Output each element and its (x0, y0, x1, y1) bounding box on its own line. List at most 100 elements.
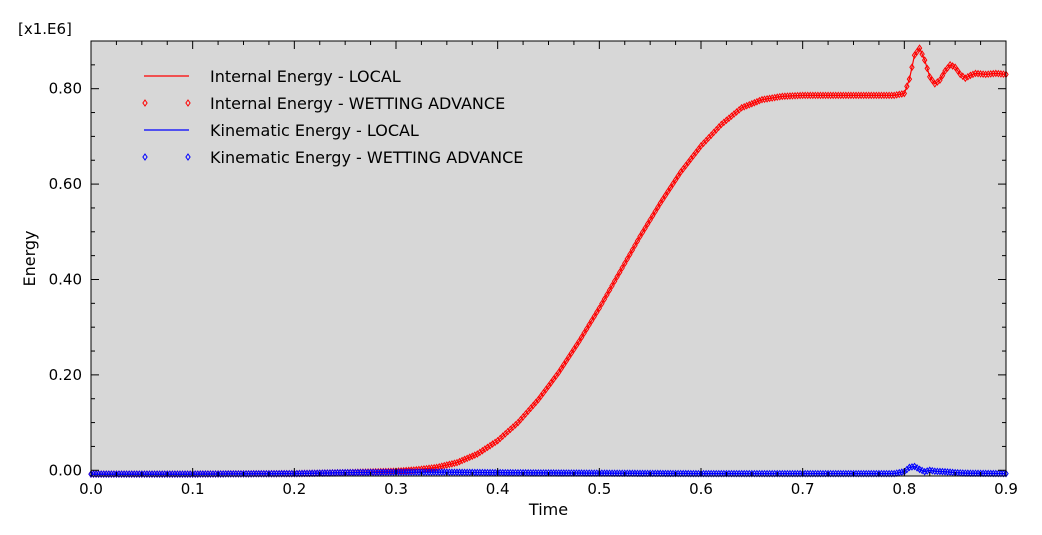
x-tick-label: 0.5 (587, 480, 611, 498)
data-point-marker (459, 456, 465, 465)
data-point-marker (472, 451, 478, 460)
legend-item: Internal Energy - LOCAL (144, 67, 401, 86)
data-point-marker (751, 98, 758, 107)
legend-label: Internal Energy - LOCAL (210, 67, 401, 86)
data-point-marker (563, 356, 570, 365)
y-tick-label: 0.40 (49, 270, 82, 288)
y-axis: 0.00 0.20 0.40 0.60 0.80 (49, 40, 1006, 479)
data-point-marker (906, 75, 913, 84)
data-point-marker (688, 155, 694, 163)
data-point-marker (588, 316, 595, 325)
data-point-marker (558, 364, 564, 373)
data-point-marker (619, 263, 625, 272)
data-point-marker (466, 453, 473, 462)
data-point-marker (550, 375, 557, 384)
data-point-marker (744, 101, 750, 110)
data-point-marker (916, 44, 923, 53)
data-point-marker (454, 458, 460, 467)
x-tick-label: 0.9 (994, 480, 1018, 498)
data-point-marker (677, 168, 684, 177)
data-point-marker (738, 103, 745, 112)
data-point-marker (919, 50, 925, 58)
data-point-marker (446, 460, 453, 469)
legend-item: Kinematic Energy - LOCAL (144, 121, 419, 140)
legend-label: Kinematic Energy - WETTING ADVANCE (210, 148, 523, 167)
data-point-marker (461, 455, 468, 464)
y-axis-title: Energy (20, 230, 39, 286)
data-point-marker (952, 63, 958, 72)
data-point-marker (962, 74, 969, 83)
data-point-marker (937, 76, 943, 84)
data-point-marker (624, 255, 631, 263)
data-point-marker (594, 308, 600, 317)
series-layer (88, 44, 1009, 478)
data-point-marker (456, 457, 463, 466)
y-tick-label: 0.20 (49, 366, 82, 384)
x-axis-title: Time (528, 500, 568, 519)
data-point-marker (538, 392, 544, 401)
data-point-marker (683, 161, 689, 170)
data-point-marker (657, 199, 664, 208)
x-tick-label: 0.1 (181, 480, 205, 498)
data-point-marker (693, 148, 699, 157)
data-point-marker (469, 452, 475, 461)
data-point-marker (566, 353, 572, 361)
data-point-marker (142, 153, 148, 161)
data-point-marker (667, 183, 674, 192)
data-point-marker (591, 312, 597, 321)
data-point-marker (609, 281, 615, 290)
data-point-marker (924, 467, 930, 475)
x-tick-label: 0.3 (384, 480, 408, 498)
data-point-marker (561, 360, 567, 369)
data-point-marker (680, 165, 686, 173)
legend-item: Internal Energy - WETTING ADVANCE (142, 94, 505, 113)
x-tick-label: 0.0 (79, 480, 103, 498)
data-point-marker (675, 172, 681, 180)
data-point-marker (576, 337, 582, 346)
legend: Internal Energy - LOCAL Internal Energy -… (142, 67, 523, 167)
x-axis: 0.0 0.1 0.2 0.3 0.4 0.5 0.6 0.7 0.8 0.9 (79, 41, 1018, 498)
data-point-marker (639, 228, 646, 237)
data-point-marker (596, 304, 603, 312)
data-point-marker (965, 72, 971, 81)
plot-area (91, 41, 1006, 476)
data-point-marker (957, 70, 963, 79)
data-point-marker (954, 66, 961, 75)
data-point-marker (185, 99, 191, 107)
data-point-marker (571, 345, 577, 354)
data-point-marker (568, 349, 575, 357)
data-point-marker (581, 329, 587, 338)
data-point-marker (543, 385, 549, 394)
data-point-marker (540, 389, 547, 397)
data-point-marker (649, 211, 656, 220)
data-point-marker (611, 277, 618, 286)
y-tick-label: 0.00 (49, 461, 82, 479)
y-tick-label: 0.60 (49, 175, 82, 193)
data-point-marker (652, 207, 658, 216)
data-point-marker (911, 462, 918, 471)
data-point-marker (695, 145, 702, 154)
data-point-marker (629, 246, 636, 254)
data-point-marker (914, 464, 920, 472)
y-tick-label: 0.80 (49, 80, 82, 98)
data-point-marker (606, 286, 613, 295)
data-point-marker (914, 47, 920, 56)
data-point-marker (970, 70, 976, 79)
x-tick-label: 0.2 (282, 480, 306, 498)
data-point-marker (535, 395, 542, 404)
data-point-marker (911, 51, 918, 60)
data-point-marker (690, 151, 697, 160)
data-point-marker (553, 372, 559, 380)
data-point-marker (670, 179, 676, 188)
data-point-marker (1003, 469, 1009, 478)
data-point-marker (637, 232, 643, 241)
data-point-marker (647, 215, 653, 224)
data-point-marker (685, 158, 692, 167)
data-point-marker (599, 299, 605, 308)
data-point-marker (142, 99, 148, 107)
legend-label: Kinematic Energy - LOCAL (210, 121, 419, 140)
data-point-marker (921, 467, 928, 476)
data-point-marker (960, 72, 966, 81)
data-point-marker (634, 237, 641, 245)
data-point-marker (578, 333, 585, 342)
